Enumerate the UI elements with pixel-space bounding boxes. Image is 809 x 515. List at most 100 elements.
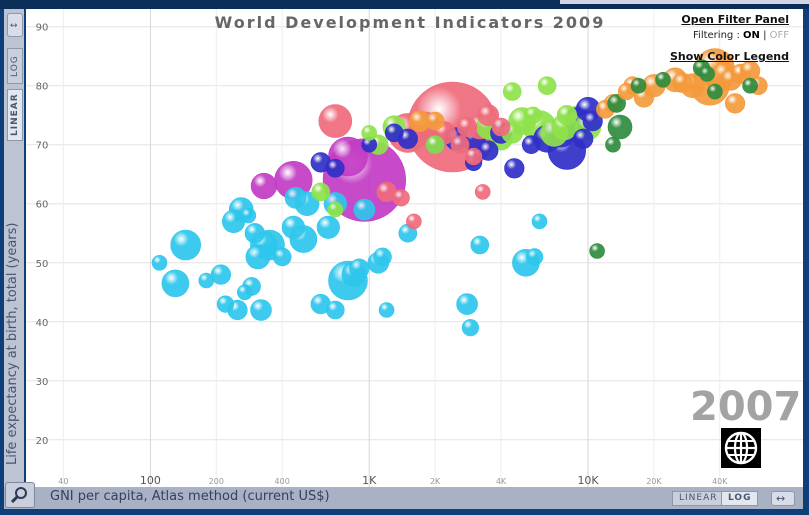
x-axis-label: GNI per capita, Atlas method (current US… [50, 489, 330, 504]
y-tick-label: 60 [36, 200, 49, 211]
y-ticks: 20 30 40 50 60 70 80 90 [36, 23, 49, 447]
chart-title: World Development Indicators 2009 [214, 13, 606, 32]
country-bubble[interactable] [573, 128, 594, 149]
x-log-button[interactable]: LOG [721, 491, 759, 506]
country-bubble[interactable] [244, 223, 265, 244]
filter-off-button[interactable]: OFF [769, 30, 789, 41]
country-bubble[interactable] [250, 172, 277, 200]
country-bubble[interactable] [327, 201, 344, 218]
country-bubble[interactable] [240, 207, 257, 224]
country-bubble[interactable] [655, 72, 671, 88]
x-tick-label: 2K [430, 477, 441, 486]
horizontal-arrows-icon[interactable]: ↔ [771, 491, 795, 506]
country-bubble[interactable] [392, 189, 410, 207]
x-ticks: 40 100 200 400 1K 2K 4K 10K 20K 40K [58, 474, 728, 487]
country-bubble[interactable] [378, 302, 395, 318]
country-bubble[interactable] [198, 272, 215, 289]
country-bubble[interactable] [284, 187, 307, 209]
x-tick-label: 100 [140, 474, 161, 487]
country-bubble[interactable] [531, 213, 548, 230]
country-bubble[interactable] [470, 235, 490, 255]
country-bubble[interactable] [272, 247, 292, 267]
country-bubble[interactable] [607, 114, 633, 140]
country-bubble[interactable] [245, 244, 271, 270]
country-bubble[interactable] [406, 213, 422, 230]
x-tick-label: 1K [362, 474, 377, 487]
scatter-chart: 20 30 40 50 60 70 80 90 40 100 200 400 1K 2K 4K 10K 20K… [26, 9, 803, 487]
filter-on-button[interactable]: ON [743, 30, 760, 41]
country-bubble[interactable] [474, 184, 491, 200]
country-bubble[interactable] [589, 243, 605, 259]
y-linear-button[interactable]: LINEAR [7, 89, 23, 141]
country-bubble[interactable] [250, 299, 272, 321]
country-bubble[interactable] [537, 76, 557, 95]
country-bubble[interactable] [361, 125, 378, 141]
country-bubble[interactable] [425, 111, 445, 131]
y-tick-label: 20 [36, 436, 49, 447]
country-bubble[interactable] [216, 295, 234, 313]
grid-lines [26, 9, 803, 487]
country-bubble[interactable] [316, 215, 340, 239]
country-bubble[interactable] [318, 104, 353, 138]
country-bubble[interactable] [724, 93, 746, 114]
y-log-button[interactable]: LOG [7, 48, 23, 84]
x-tick-label: 200 [209, 477, 224, 486]
country-bubble[interactable] [311, 182, 331, 202]
x-tick-label: 400 [275, 477, 290, 486]
country-bubble[interactable] [707, 83, 723, 100]
vertical-arrows-icon[interactable]: ↕ [7, 13, 23, 37]
x-tick-label: 10K [577, 474, 599, 487]
y-axis-control-bar: ↕ LOG LINEAR [4, 9, 24, 487]
country-bubble[interactable] [699, 66, 715, 82]
country-bubble[interactable] [524, 106, 542, 124]
country-bubble[interactable] [457, 116, 478, 138]
country-bubble[interactable] [425, 135, 445, 154]
country-bubble[interactable] [161, 269, 190, 298]
x-linear-button[interactable]: LINEAR [672, 491, 725, 506]
country-bubble[interactable] [742, 77, 758, 94]
country-bubble[interactable] [325, 159, 345, 178]
country-bubble[interactable] [373, 247, 392, 267]
country-bubble[interactable] [353, 198, 376, 221]
x-tick-label: 40 [58, 477, 68, 486]
y-tick-label: 30 [36, 377, 49, 388]
country-bubble[interactable] [526, 248, 544, 266]
country-bubble[interactable] [384, 123, 404, 143]
country-bubble[interactable] [556, 105, 578, 126]
country-bubble[interactable] [504, 158, 525, 179]
open-filter-panel-link[interactable]: Open Filter Panel [681, 13, 789, 26]
country-bubble[interactable] [672, 72, 693, 93]
country-bubble[interactable] [281, 215, 306, 239]
y-tick-label: 70 [36, 141, 49, 152]
filtering-toggle: Filtering : ON | OFF [693, 30, 789, 41]
country-bubble[interactable] [477, 104, 500, 126]
country-bubble[interactable] [461, 319, 480, 337]
country-bubble[interactable] [349, 258, 370, 279]
y-tick-label: 40 [36, 318, 49, 329]
country-bubble[interactable] [607, 94, 626, 113]
top-notch [560, 0, 809, 4]
x-tick-label: 40K [712, 477, 728, 486]
country-bubble[interactable] [456, 293, 478, 315]
y-tick-label: 50 [36, 259, 49, 270]
country-bubble[interactable] [170, 229, 201, 261]
country-bubble[interactable] [325, 300, 345, 320]
country-bubble[interactable] [465, 147, 483, 166]
x-tick-label: 4K [496, 477, 507, 486]
magnifier-icon[interactable] [5, 482, 35, 508]
country-bubble[interactable] [582, 110, 603, 132]
country-bubble[interactable] [502, 82, 522, 101]
country-bubble[interactable] [630, 77, 647, 94]
country-bubble[interactable] [450, 135, 470, 154]
country-bubble[interactable] [237, 284, 253, 301]
y-axis-label: Life expectancy at birth, total (years) [5, 222, 20, 465]
country-bubble[interactable] [151, 255, 168, 271]
country-bubble[interactable] [491, 117, 511, 137]
x-axis-control-bar [4, 487, 803, 509]
bubbles[interactable] [151, 48, 768, 337]
show-color-legend-link[interactable]: Show Color Legend [669, 50, 789, 63]
country-bubble[interactable] [521, 135, 541, 154]
country-bubble[interactable] [605, 136, 621, 153]
x-tick-label: 20K [646, 477, 662, 486]
